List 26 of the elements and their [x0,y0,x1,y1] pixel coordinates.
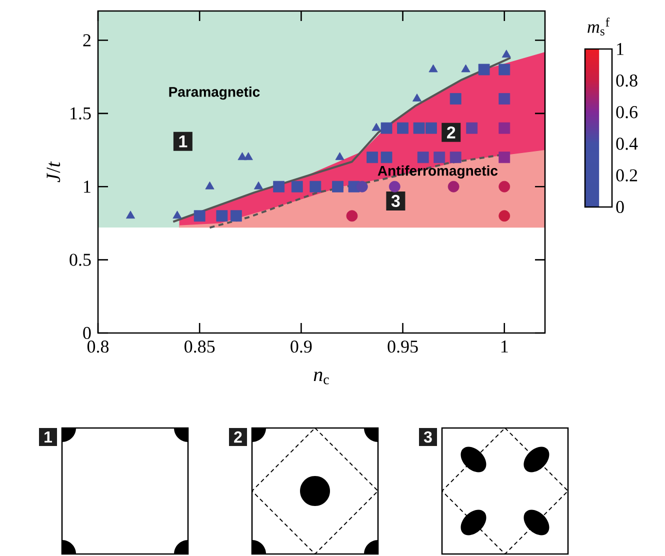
annotation: Paramagnetic [169,86,260,100]
y-tick-label: 2 [83,34,90,46]
annotation: 1 [179,136,188,148]
x-tick-label: 0.9 [290,340,312,353]
x-axis-title: n$_{c}$ [314,372,329,384]
y-tick-label: 1 [84,180,90,193]
color-bar-label: 0.6 [616,106,638,118]
annotation: 2 [446,126,456,138]
y-tick-label: 0.5 [70,254,91,266]
color-bar-label: 0.4 [616,138,638,150]
color-bar-label: 0.2 [616,169,638,182]
color-bar-title: m$_{s}$f [588,18,610,36]
color-bar-label: 0.8 [616,74,638,87]
x-tick-label: 1 [501,340,508,352]
x-tick-label: 0.85 [184,340,215,353]
annotation: 3 [391,194,400,207]
color-bar-label: 0 [616,200,624,214]
x-tick-label: 0.95 [388,340,418,353]
y-axis-title: J/t [46,161,60,182]
text: 3 [424,431,432,443]
text: 1 [44,431,52,442]
text: 2 [234,431,242,443]
color-bar-label: 1 [617,43,624,55]
y-tick-label: 1.5 [70,107,91,120]
x-tick-label: 0.8 [87,340,109,353]
y-tick-label: 0 [83,326,91,340]
